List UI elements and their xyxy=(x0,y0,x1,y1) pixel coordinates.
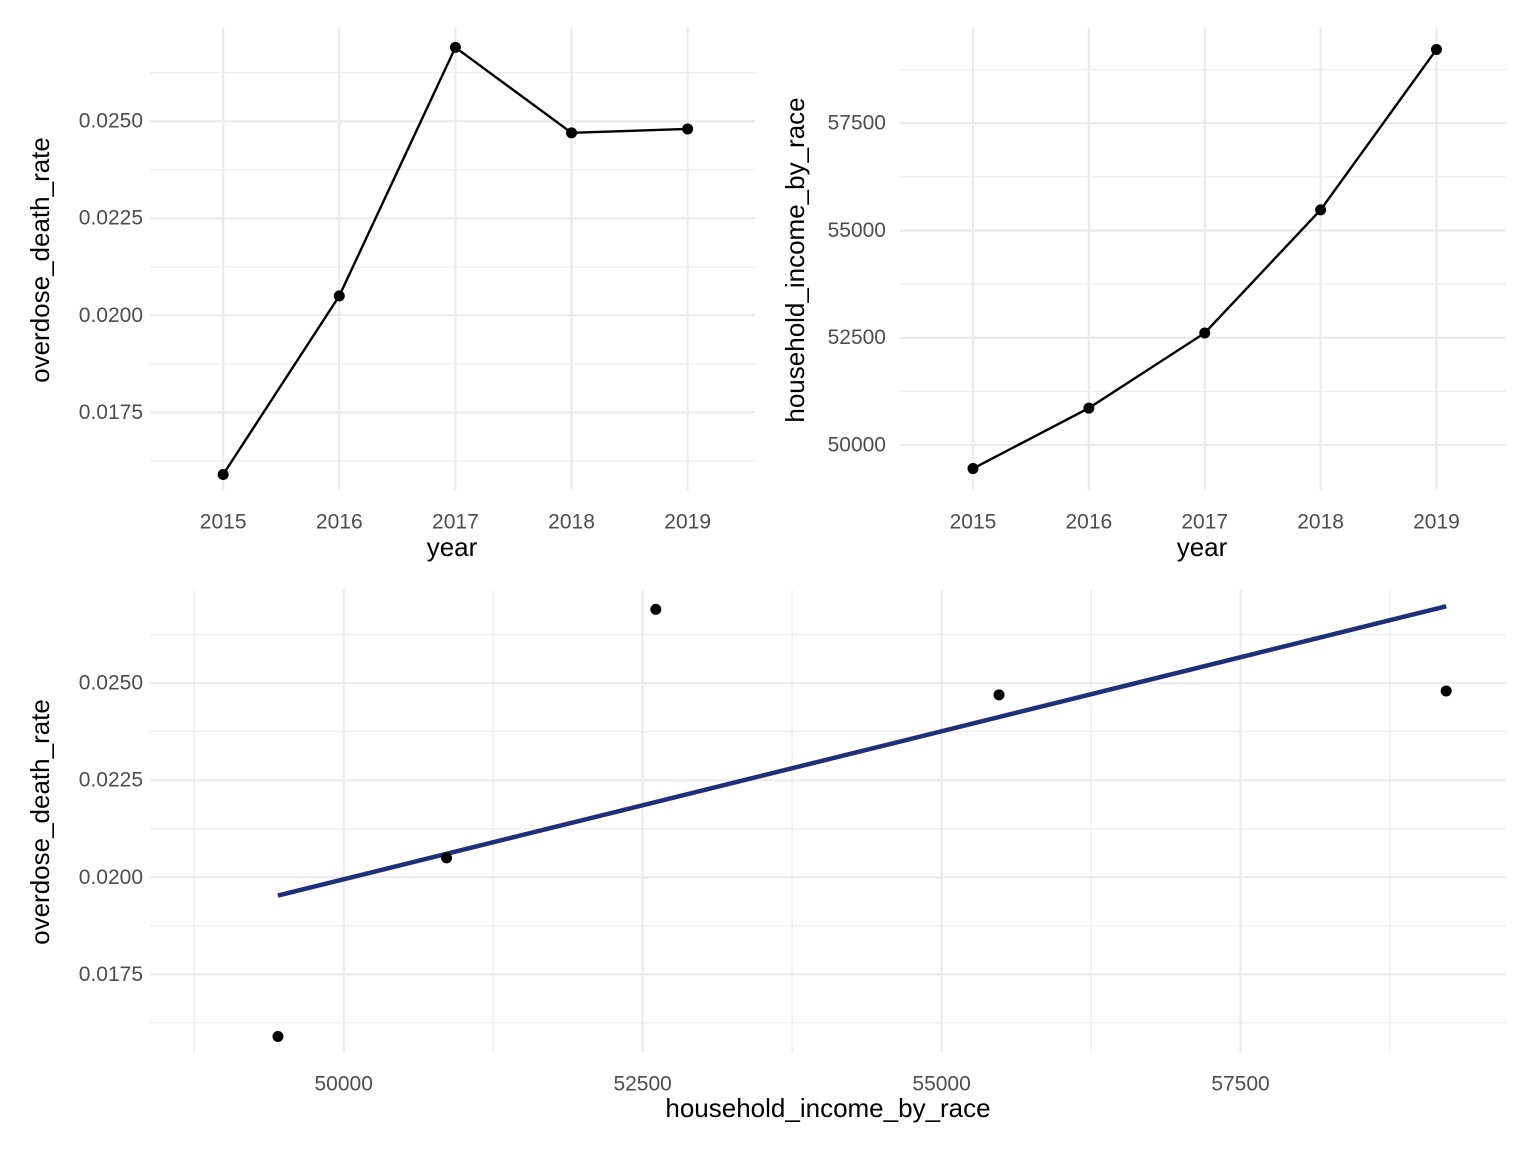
y-axis-title: household_income_by_race xyxy=(780,97,810,422)
series-layer xyxy=(967,43,1442,475)
y-tick-label: 0.0200 xyxy=(79,866,143,889)
y-tick-label: 0.0250 xyxy=(79,672,143,695)
y-tick-label: 0.0175 xyxy=(79,401,143,424)
x-tick-label: 2018 xyxy=(548,511,595,534)
y-tick-label: 0.0250 xyxy=(79,110,143,133)
tick-labels: 50000 52500 55000 57500 0.0175 0.0200 0.0225 0.… xyxy=(79,672,1270,1096)
data-point xyxy=(217,468,229,480)
tick-labels: 2015 2016 2017 2018 2019 50000 52500 55000 57500 xyxy=(828,112,1460,534)
y-tick-label: 0.0200 xyxy=(79,304,143,327)
tick-labels: 2015 2016 2017 2018 2019 0.0175 0.0200 0.0225 0.… xyxy=(79,110,711,534)
x-tick-label: 52500 xyxy=(613,1073,671,1096)
data-point xyxy=(333,290,345,302)
y-tick-label: 0.0175 xyxy=(79,963,143,986)
series-layer xyxy=(217,41,694,480)
x-tick-label: 2015 xyxy=(950,511,997,534)
x-tick-label: 2017 xyxy=(432,511,479,534)
data-point xyxy=(1430,43,1442,55)
data-point xyxy=(993,689,1005,701)
x-tick-label: 2016 xyxy=(1066,511,1113,534)
data-point xyxy=(1083,402,1095,414)
data-point xyxy=(441,852,453,864)
data-point xyxy=(566,127,578,139)
grid xyxy=(900,28,1506,490)
data-point xyxy=(1440,685,1452,697)
y-tick-label: 0.0225 xyxy=(79,769,143,792)
x-axis-title: year xyxy=(427,532,478,562)
x-tick-label: 2015 xyxy=(200,511,247,534)
x-axis-title: household_income_by_race xyxy=(665,1093,990,1123)
x-tick-label: 2019 xyxy=(664,511,711,534)
panel-income-vs-overdose-rate: 50000 52500 55000 57500 0.0175 0.0200 0.0225 0.… xyxy=(25,590,1506,1123)
x-tick-label: 2017 xyxy=(1181,511,1228,534)
y-tick-label: 52500 xyxy=(828,326,886,349)
x-tick-label: 2018 xyxy=(1297,511,1344,534)
data-point xyxy=(449,41,461,53)
y-axis-title: overdose_death_rate xyxy=(25,699,55,945)
x-tick-label: 55000 xyxy=(912,1073,970,1096)
panel-year-vs-household-income: 2015 2016 2017 2018 2019 50000 52500 55000 57500… xyxy=(780,28,1506,562)
x-tick-label: 2016 xyxy=(316,511,363,534)
x-tick-label: 57500 xyxy=(1211,1073,1269,1096)
data-point xyxy=(1199,327,1211,339)
data-point xyxy=(682,123,694,135)
y-tick-label: 57500 xyxy=(828,112,886,135)
x-axis-title: year xyxy=(1177,532,1228,562)
x-tick-label: 2019 xyxy=(1413,511,1460,534)
data-point xyxy=(272,1030,284,1042)
y-axis-title: overdose_death_rate xyxy=(25,137,55,383)
regression-line xyxy=(277,604,1447,898)
y-tick-label: 55000 xyxy=(828,219,886,242)
x-tick-label: 50000 xyxy=(315,1073,373,1096)
data-point xyxy=(650,603,662,615)
panel-year-vs-overdose-rate: 2015 2016 2017 2018 2019 0.0175 0.0200 0.0225 0.… xyxy=(25,28,755,562)
grid xyxy=(150,590,1506,1052)
data-point xyxy=(1315,204,1327,216)
data-point xyxy=(967,463,979,475)
series-layer xyxy=(272,603,1452,1042)
y-tick-label: 50000 xyxy=(828,433,886,456)
grid xyxy=(150,28,755,490)
y-tick-label: 0.0225 xyxy=(79,207,143,230)
